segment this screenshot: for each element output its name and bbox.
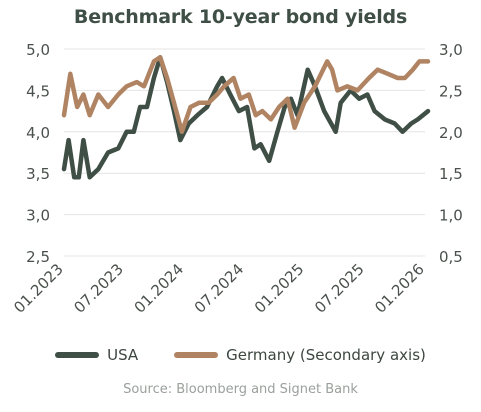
legend-label-germany: Germany (Secondary axis)	[226, 346, 426, 364]
y-right-tick-label: 1,0	[439, 207, 463, 225]
chart-title: Benchmark 10-year bond yields	[73, 6, 408, 28]
y-left-tick-label: 5,0	[26, 41, 50, 59]
x-tick-label: 01.2026	[371, 260, 428, 317]
legend-swatch-usa	[55, 352, 100, 358]
x-tick-label: 07.2023	[70, 260, 127, 317]
y-left-tick-label: 2,5	[26, 248, 50, 266]
y-right-tick-label: 3,0	[439, 41, 463, 59]
x-tick-label: 01.2023	[10, 260, 67, 317]
y-left-tick-label: 3,5	[26, 165, 50, 183]
legend-item-usa: USA	[55, 346, 138, 364]
y-left-tick-label: 4,0	[26, 124, 50, 142]
legend-label-usa: USA	[107, 346, 139, 364]
legend: USA Germany (Secondary axis)	[0, 343, 481, 367]
x-tick-label: 07.2024	[191, 260, 248, 317]
series-line-germany	[61, 55, 431, 135]
chart-source: Source: Bloomberg and Signet Bank	[123, 382, 358, 397]
series-line-usa	[61, 55, 431, 180]
legend-swatch-germany	[174, 352, 219, 358]
y-left-tick-label: 3,0	[26, 207, 50, 225]
legend-item-germany: Germany (Secondary axis)	[174, 346, 426, 364]
y-left-tick-label: 4,5	[26, 82, 50, 100]
x-tick-label: 07.2025	[311, 260, 368, 317]
y-right-tick-label: 2,0	[439, 124, 463, 142]
y-right-tick-label: 0,5	[439, 248, 463, 266]
y-right-tick-label: 2,5	[439, 82, 463, 100]
x-tick-label: 01.2025	[251, 260, 308, 317]
x-tick-label: 01.2024	[131, 260, 188, 317]
y-right-tick-label: 1,5	[439, 165, 463, 183]
